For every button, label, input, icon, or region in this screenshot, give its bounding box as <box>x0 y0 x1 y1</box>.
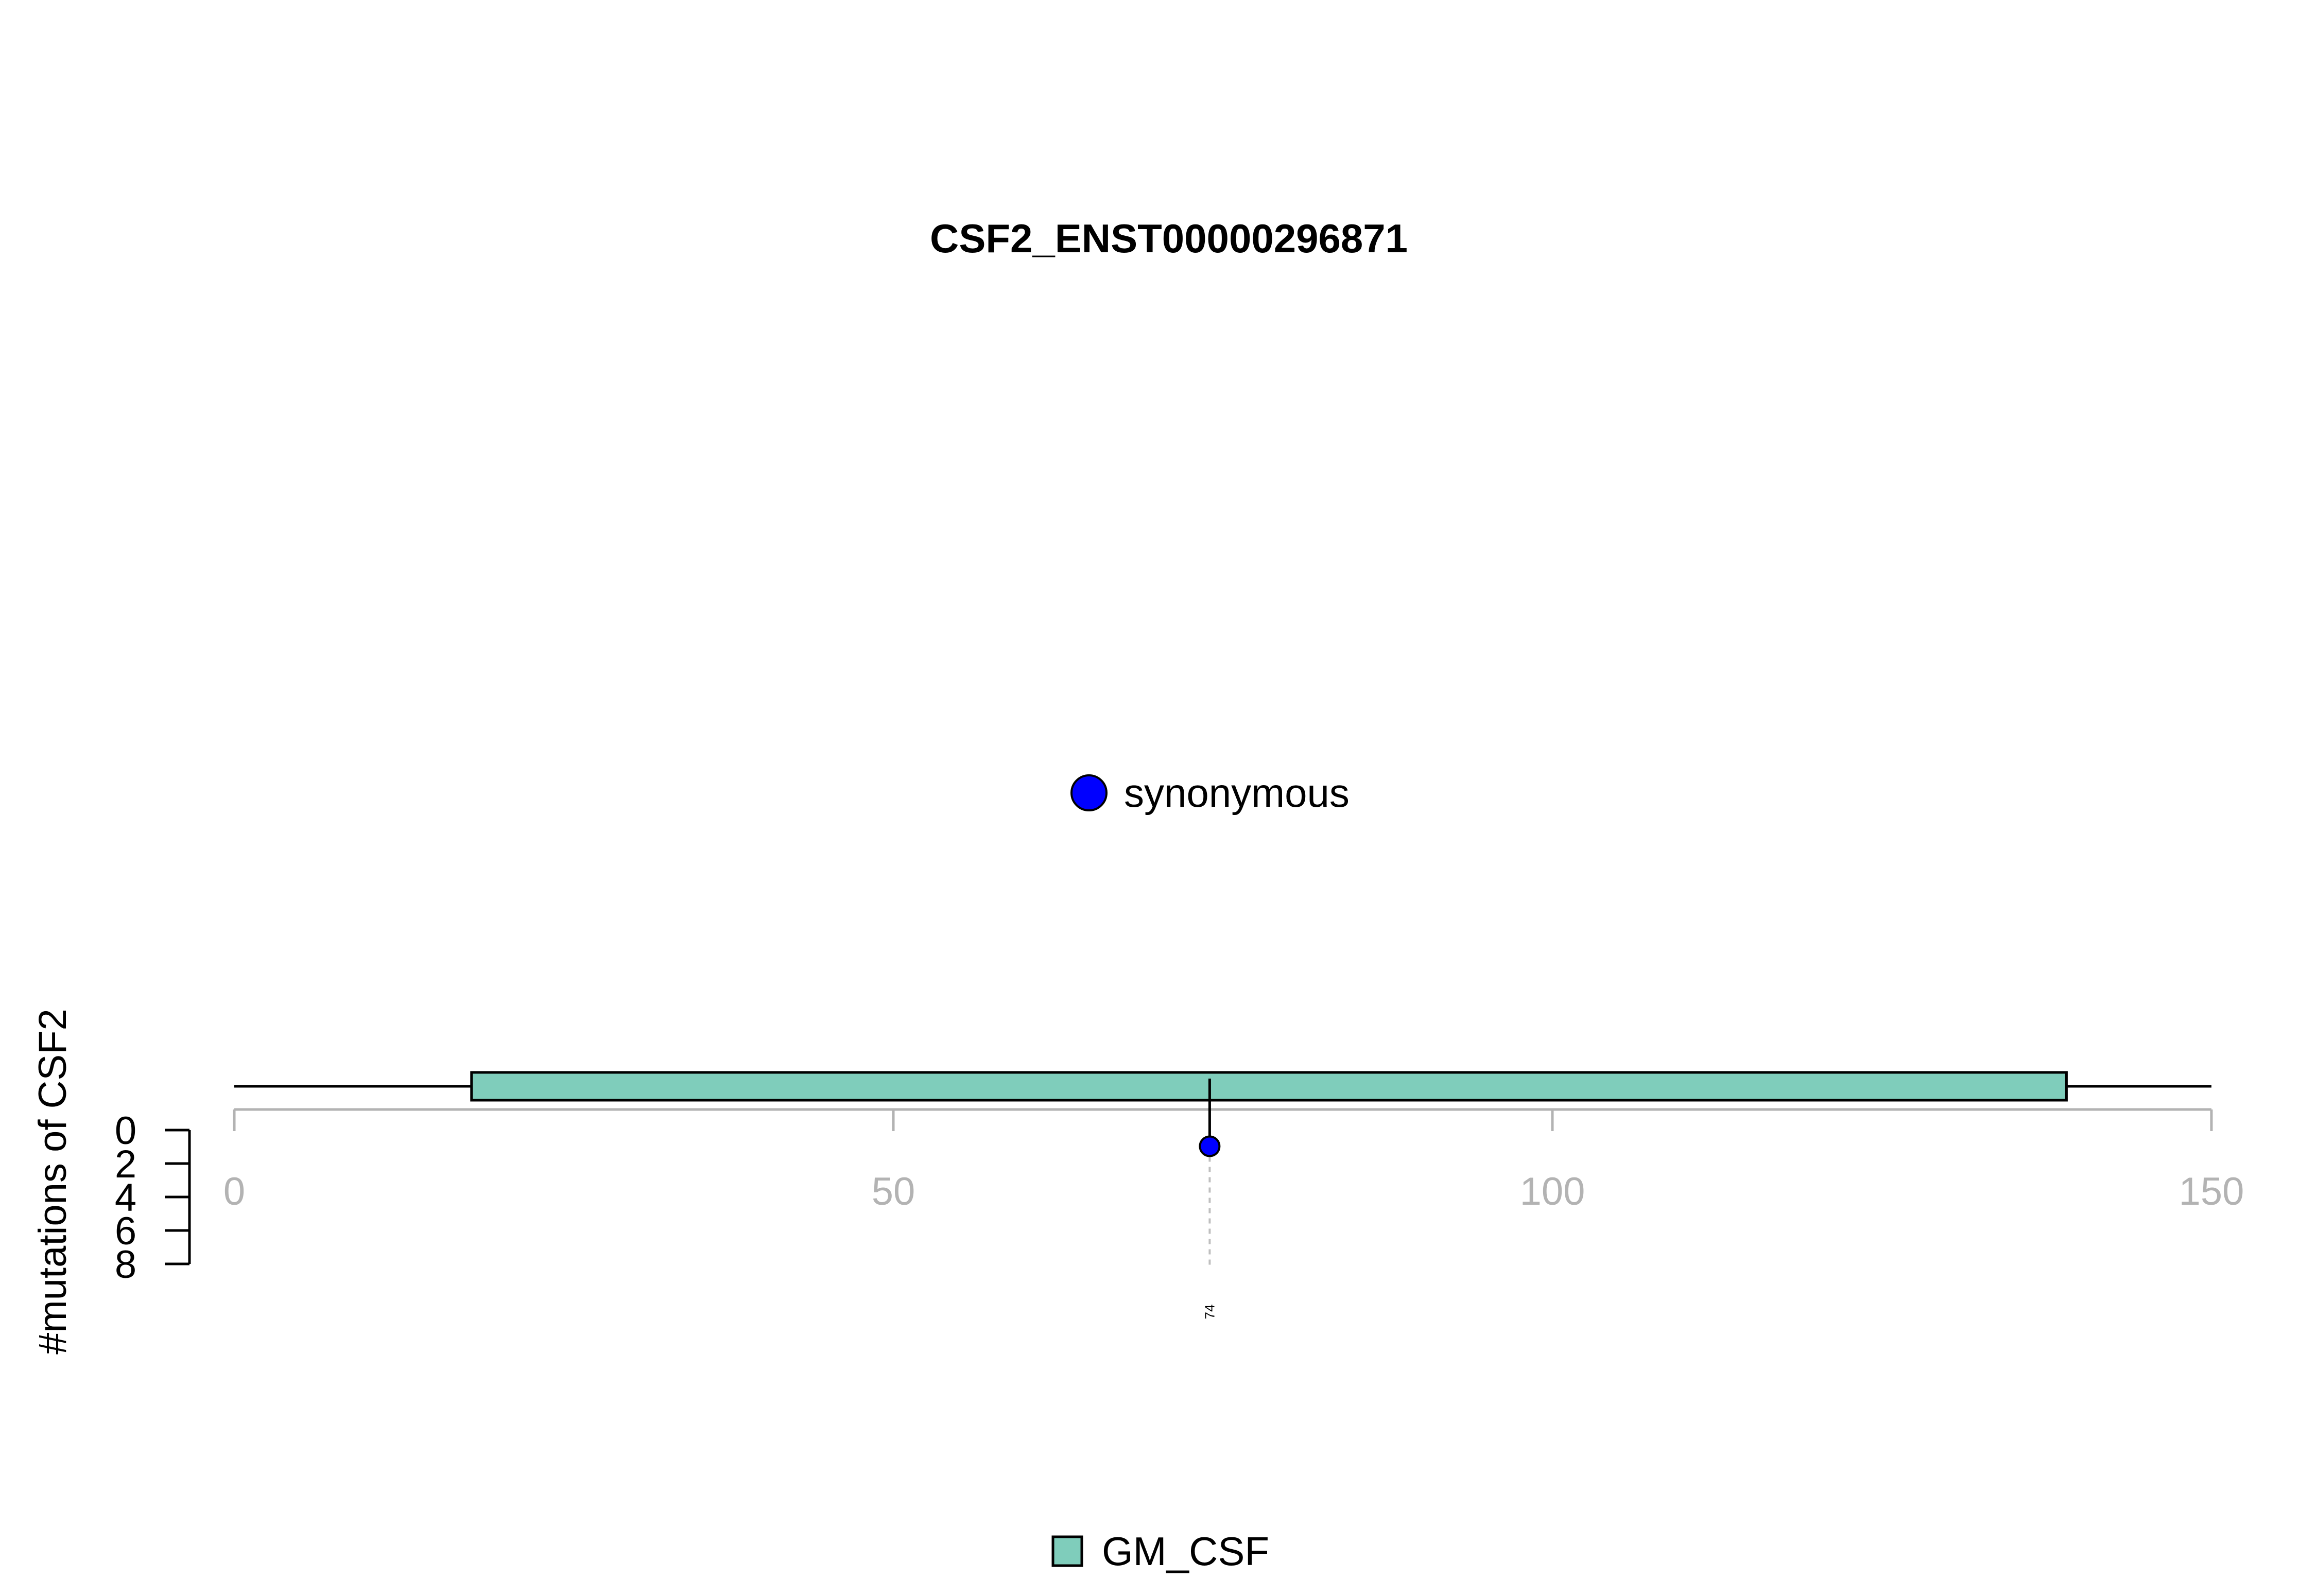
x-tick-label-0: 0 <box>223 1170 245 1213</box>
domain-layer <box>470 1071 2068 1102</box>
domain-GM_CSF <box>470 1071 2068 1102</box>
y-tick-label-4: 4 <box>115 1176 136 1220</box>
domain-legend: GM_CSF <box>1051 1529 1269 1574</box>
y-tick-label-2: 2 <box>115 1142 136 1186</box>
y-axis-label: #mutations of CSF2 <box>31 1009 75 1355</box>
legend-label-GM_CSF: GM_CSF <box>1102 1529 1269 1574</box>
y-tick-label-8: 8 <box>115 1243 136 1287</box>
mutation-layer: 74 <box>1199 1079 1221 1320</box>
y-tick-label-0: 0 <box>115 1109 136 1153</box>
x-tick-label-100: 100 <box>1520 1170 1585 1213</box>
legend-label-synonymous: synonymous <box>1124 770 1350 816</box>
chart-title: CSF2_ENST00000296871 <box>930 216 1408 261</box>
mutation-legend: synonymous <box>1070 770 1350 816</box>
y-tick-label-6: 6 <box>115 1209 136 1253</box>
x-tick-label-50: 50 <box>872 1170 915 1213</box>
legend-marker-synonymous <box>1070 774 1108 811</box>
x-tick-label-150: 150 <box>2179 1170 2244 1213</box>
mutation-label-74: 74 <box>1202 1305 1217 1320</box>
mutation-point-74 <box>1199 1135 1221 1157</box>
legend-swatch-GM_CSF <box>1051 1535 1083 1567</box>
x-axis: 0 50 100 150 <box>223 1108 2244 1213</box>
